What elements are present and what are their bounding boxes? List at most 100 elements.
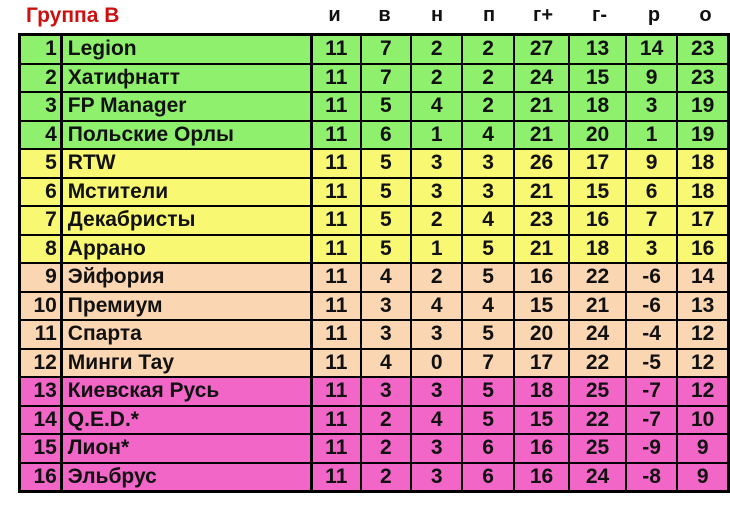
table-row: 15 Лион* 11 2 3 6 16 25 -9 9 bbox=[18, 433, 730, 464]
stat-cell: 20 bbox=[568, 119, 627, 150]
stat-cell: 3 bbox=[409, 376, 464, 407]
stat-cell: -4 bbox=[624, 319, 679, 350]
stat-cell: 11 bbox=[310, 119, 362, 150]
stat-cell: 11 bbox=[310, 148, 362, 179]
table-row: 3 FP Manager 11 5 4 2 21 18 3 19 bbox=[18, 91, 730, 122]
stat-cell: 6 bbox=[461, 461, 515, 493]
stat-cell: -7 bbox=[624, 404, 679, 435]
table-row: 4 Польские Орлы 11 6 1 4 21 20 1 19 bbox=[18, 119, 730, 150]
team-name-cell: Хатифнатт bbox=[59, 62, 313, 93]
stat-cell: 18 bbox=[676, 148, 730, 179]
rank-cell: 16 bbox=[18, 461, 63, 493]
stat-cell: -5 bbox=[624, 347, 679, 378]
stat-cell: -9 bbox=[624, 433, 679, 464]
stat-cell: 17 bbox=[568, 148, 627, 179]
stat-cell: 13 bbox=[676, 290, 730, 321]
stat-cell: 7 bbox=[359, 33, 412, 65]
stat-cell: 18 bbox=[512, 376, 571, 407]
team-name-cell: FP Manager bbox=[59, 91, 313, 122]
stat-cell: 11 bbox=[310, 461, 362, 493]
stat-cell: 11 bbox=[310, 347, 362, 378]
stat-cell: 2 bbox=[461, 62, 515, 93]
stat-cell: 2 bbox=[409, 205, 464, 236]
stat-cell: 11 bbox=[310, 262, 362, 293]
stat-cell: 16 bbox=[512, 461, 571, 493]
stat-cell: 1 bbox=[409, 119, 464, 150]
stat-cell: 4 bbox=[359, 347, 412, 378]
stat-cell: 11 bbox=[310, 176, 362, 207]
table-row: 12 Минги Тау 11 4 0 7 17 22 -5 12 bbox=[18, 347, 730, 378]
stat-cell: 3 bbox=[409, 433, 464, 464]
stat-cell: 2 bbox=[409, 62, 464, 93]
team-name-cell: Лион* bbox=[59, 433, 313, 464]
stat-cell: 5 bbox=[359, 176, 412, 207]
stat-cell: 4 bbox=[461, 205, 515, 236]
stat-cell: 22 bbox=[568, 404, 627, 435]
stat-cell: 11 bbox=[310, 91, 362, 122]
stat-cell: 1 bbox=[624, 119, 679, 150]
stat-cell: 16 bbox=[676, 233, 730, 264]
rank-cell: 5 bbox=[18, 148, 63, 179]
stat-cell: 12 bbox=[676, 376, 730, 407]
stat-cell: 5 bbox=[359, 233, 412, 264]
rank-cell: 8 bbox=[18, 233, 63, 264]
table-row: 13 Киевская Русь 11 3 3 5 18 25 -7 12 bbox=[18, 376, 730, 407]
column-header: и bbox=[328, 4, 341, 26]
team-name-cell: Эйфория bbox=[59, 262, 313, 293]
stat-cell: 4 bbox=[461, 119, 515, 150]
stat-cell: 3 bbox=[461, 148, 515, 179]
stat-cell: 23 bbox=[512, 205, 571, 236]
stat-cell: 27 bbox=[512, 33, 571, 65]
column-header: п bbox=[482, 4, 496, 26]
stat-cell: 16 bbox=[512, 433, 571, 464]
stat-cell: 16 bbox=[512, 262, 571, 293]
stat-cell: 16 bbox=[568, 205, 627, 236]
stat-cell: 4 bbox=[409, 290, 464, 321]
rank-cell: 7 bbox=[18, 205, 63, 236]
stat-cell: 18 bbox=[568, 233, 627, 264]
team-name-cell: Мстители bbox=[59, 176, 313, 207]
table-row: 1 Legion 11 7 2 2 27 13 14 23 bbox=[18, 33, 730, 65]
team-name-cell: Q.E.D.* bbox=[59, 404, 313, 435]
stat-cell: -8 bbox=[624, 461, 679, 493]
stat-cell: 2 bbox=[359, 461, 412, 493]
team-name-cell: Минги Тау bbox=[59, 347, 313, 378]
stat-cell: 5 bbox=[461, 233, 515, 264]
stat-cell: 24 bbox=[568, 461, 627, 493]
stat-cell: 5 bbox=[359, 148, 412, 179]
stat-cell: 21 bbox=[512, 91, 571, 122]
stat-cell: 2 bbox=[409, 33, 464, 65]
team-name-cell: Аррано bbox=[59, 233, 313, 264]
stat-cell: 3 bbox=[409, 461, 464, 493]
table-row: 5 RTW 11 5 3 3 26 17 9 18 bbox=[18, 148, 730, 179]
stat-cell: 3 bbox=[624, 91, 679, 122]
team-name-cell: Премиум bbox=[59, 290, 313, 321]
rank-cell: 11 bbox=[18, 319, 63, 350]
stat-cell: 17 bbox=[676, 205, 730, 236]
stat-cell: 24 bbox=[512, 62, 571, 93]
stat-cell: 9 bbox=[624, 148, 679, 179]
stat-cell: 6 bbox=[461, 433, 515, 464]
stat-cell: 23 bbox=[676, 33, 730, 65]
stat-cell: 1 bbox=[409, 233, 464, 264]
stat-cell: 19 bbox=[676, 119, 730, 150]
team-name-cell: RTW bbox=[59, 148, 313, 179]
stat-cell: 21 bbox=[568, 290, 627, 321]
team-name-cell: Legion bbox=[59, 33, 313, 65]
stat-cell: 12 bbox=[676, 347, 730, 378]
column-header: н bbox=[430, 4, 444, 26]
stat-cell: 5 bbox=[461, 376, 515, 407]
stat-cell: 23 bbox=[676, 62, 730, 93]
stat-cell: 11 bbox=[310, 404, 362, 435]
stat-cell: 15 bbox=[512, 290, 571, 321]
stat-cell: -6 bbox=[624, 290, 679, 321]
stat-cell: 11 bbox=[310, 33, 362, 65]
rank-cell: 12 bbox=[18, 347, 63, 378]
stat-cell: 14 bbox=[676, 262, 730, 293]
stat-cell: 3 bbox=[409, 319, 464, 350]
table-row: 14 Q.E.D.* 11 2 4 5 15 22 -7 10 bbox=[18, 404, 730, 435]
stat-cell: 5 bbox=[359, 91, 412, 122]
stat-cell: 0 bbox=[409, 347, 464, 378]
team-name-cell: Декабристы bbox=[59, 205, 313, 236]
stat-cell: 9 bbox=[676, 461, 730, 493]
